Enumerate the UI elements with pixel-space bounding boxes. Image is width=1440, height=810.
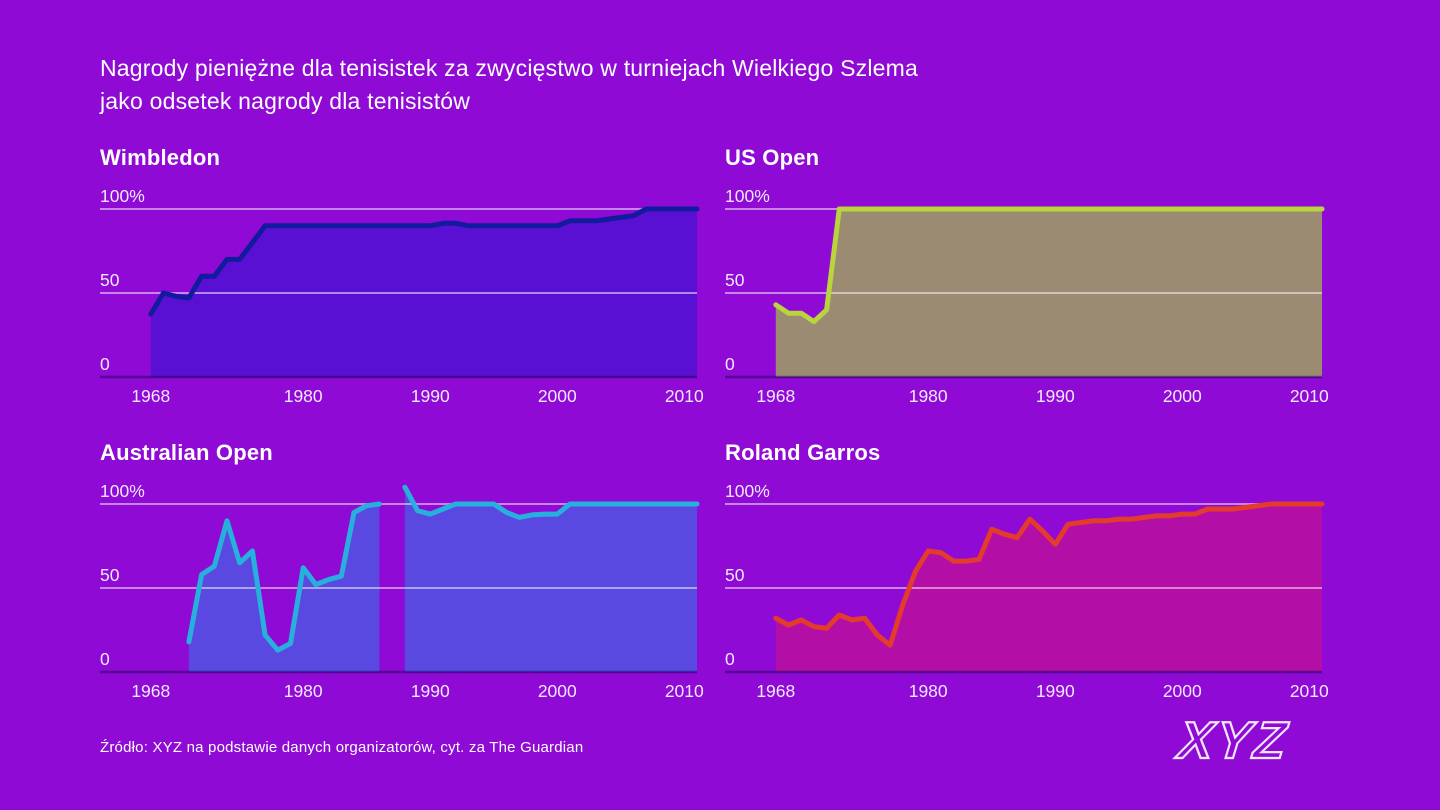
plot-australian-open: 100% 50 0 1968 1980 1990 2000 2010	[100, 481, 704, 701]
chart-wimbledon: Wimbledon 100% 50 0 1968 1980 1990 2000 2010	[100, 145, 704, 409]
chart-title-wimbledon: Wimbledon	[100, 145, 221, 170]
data-line	[186, 501, 382, 653]
x-tick-label: 1980	[284, 681, 323, 701]
plot-wimbledon: 100% 50 0 1968 1980 1990 2000 2010	[100, 186, 704, 406]
x-tick-label: 2000	[538, 386, 577, 406]
data-line	[148, 206, 700, 317]
y-tick-label: 100%	[725, 481, 770, 501]
page-title: Nagrody pieniężne dla tenisistek za zwyc…	[100, 52, 918, 118]
x-tick-label: 1968	[131, 386, 170, 406]
data-line	[773, 501, 1325, 648]
chart-title-us-open: US Open	[725, 145, 820, 170]
x-tick-label: 2000	[538, 681, 577, 701]
x-tick-label: 1968	[756, 386, 795, 406]
x-tick-label: 1980	[909, 681, 948, 701]
x-tick-label: 2010	[1290, 386, 1329, 406]
brand-logo: XYZ	[1172, 711, 1293, 771]
x-tick-label: 1980	[284, 386, 323, 406]
x-tick-label: 2010	[665, 681, 704, 701]
y-tick-label: 0	[725, 649, 735, 669]
source-note: Źródło: XYZ na podstawie danych organiza…	[100, 739, 584, 756]
x-tick-label: 1990	[1036, 681, 1075, 701]
x-tick-label: 1968	[131, 681, 170, 701]
page-title-line-2: jako odsetek nagrody dla tenisistów	[100, 88, 471, 114]
y-tick-label: 100%	[100, 481, 145, 501]
brand-logo-text: XYZ	[1173, 712, 1292, 770]
data-line	[402, 484, 700, 520]
x-tick-label: 2000	[1163, 681, 1202, 701]
x-tick-label: 2010	[1290, 681, 1329, 701]
plot-us-open: 100% 50 0 1968 1980 1990 2000 2010	[725, 186, 1329, 406]
x-tick-label: 1990	[411, 681, 450, 701]
y-tick-label: 0	[100, 649, 110, 669]
chart-australian-open: Australian Open 100% 50 0 1968 1980 1990 2000 2…	[100, 440, 704, 704]
data-line	[773, 206, 1325, 325]
page-title-line-1: Nagrody pieniężne dla tenisistek za zwyc…	[100, 55, 919, 81]
area-fill	[404, 487, 697, 672]
chart-title-roland-garros: Roland Garros	[725, 440, 881, 465]
y-tick-label: 50	[725, 565, 745, 585]
area-fill	[188, 504, 380, 672]
y-tick-label: 0	[100, 354, 110, 374]
y-tick-label: 50	[725, 270, 745, 290]
chart-title-australian-open: Australian Open	[100, 440, 273, 465]
x-tick-label: 2010	[665, 386, 704, 406]
chart-roland-garros: Roland Garros 100% 50 0 1968 1980 1990 2000 201…	[725, 440, 1329, 704]
y-tick-label: 0	[725, 354, 735, 374]
y-tick-label: 50	[100, 270, 120, 290]
y-tick-label: 50	[100, 565, 120, 585]
x-tick-label: 1990	[1036, 386, 1075, 406]
y-tick-label: 100%	[725, 186, 770, 206]
x-tick-label: 1980	[909, 386, 948, 406]
x-tick-label: 2000	[1163, 386, 1202, 406]
chart-us-open: US Open 100% 50 0 1968 1980 1990 2000 2010	[725, 145, 1329, 409]
y-tick-label: 100%	[100, 186, 145, 206]
x-tick-label: 1990	[411, 386, 450, 406]
plot-roland-garros: 100% 50 0 1968 1980 1990 2000 2010	[725, 481, 1329, 701]
x-tick-label: 1968	[756, 681, 795, 701]
